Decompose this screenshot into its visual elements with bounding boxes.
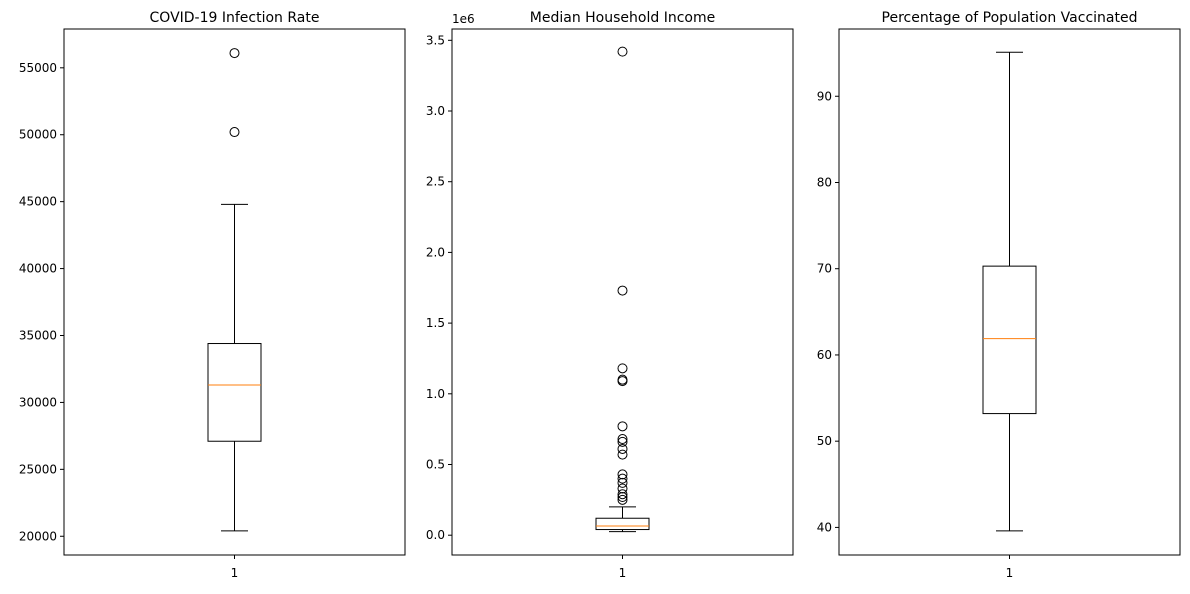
chart-title: Median Household Income bbox=[530, 10, 715, 26]
outlier-point bbox=[617, 477, 628, 488]
y-tick-label: 20000 bbox=[19, 529, 57, 543]
axes-frame bbox=[63, 28, 406, 556]
chart-title: Percentage of Population Vaccinated bbox=[882, 10, 1138, 26]
y-tick-label: 2.0 bbox=[426, 245, 445, 259]
y-tick-label: 0.0 bbox=[426, 528, 445, 542]
outlier-point bbox=[617, 469, 628, 480]
outlier-point bbox=[617, 46, 628, 57]
y-tick-label: 50000 bbox=[19, 128, 57, 142]
outlier-point bbox=[617, 489, 628, 500]
y-tick-label: 40 bbox=[817, 520, 832, 534]
y-tick-label: 25000 bbox=[19, 462, 57, 476]
chart-title: COVID-19 Infection Rate bbox=[150, 10, 320, 26]
outlier-point bbox=[617, 436, 628, 447]
outlier-point bbox=[617, 443, 628, 454]
y-tick-label: 45000 bbox=[19, 195, 57, 209]
y-tick-label: 3.0 bbox=[426, 104, 445, 118]
outlier-point bbox=[617, 285, 628, 296]
y-tick-label: 60 bbox=[817, 348, 832, 362]
y-tick-label: 2.5 bbox=[426, 175, 445, 189]
outlier-point bbox=[617, 494, 628, 505]
outlier-point bbox=[617, 449, 628, 460]
y-tick-label: 0.5 bbox=[426, 458, 445, 472]
outlier-point bbox=[617, 363, 628, 374]
y-tick-label: 80 bbox=[817, 175, 832, 189]
y-tick-label: 1.0 bbox=[426, 387, 445, 401]
outlier-point bbox=[617, 492, 628, 503]
iqr-box bbox=[207, 343, 262, 442]
outlier-point bbox=[617, 483, 628, 494]
y-tick-label: 3.5 bbox=[426, 33, 445, 47]
x-tick-label: 1 bbox=[1006, 566, 1014, 580]
axes-frame bbox=[451, 28, 794, 556]
outlier-point bbox=[229, 48, 240, 59]
y-tick-label: 55000 bbox=[19, 61, 57, 75]
y-tick-label: 40000 bbox=[19, 262, 57, 276]
outlier-point bbox=[617, 473, 628, 484]
outlier-point bbox=[617, 421, 628, 432]
y-offset-label: 1e6 bbox=[452, 12, 475, 26]
y-tick-label: 35000 bbox=[19, 328, 57, 342]
axes-frame bbox=[838, 28, 1181, 556]
outlier-point bbox=[229, 127, 240, 138]
y-tick-label: 1.5 bbox=[426, 316, 445, 330]
y-tick-label: 50 bbox=[817, 434, 832, 448]
x-tick-label: 1 bbox=[231, 566, 239, 580]
x-tick-label: 1 bbox=[619, 566, 627, 580]
y-tick-label: 30000 bbox=[19, 395, 57, 409]
outlier-point bbox=[617, 374, 628, 385]
y-tick-label: 70 bbox=[817, 262, 832, 276]
iqr-box bbox=[982, 265, 1037, 415]
y-tick-label: 90 bbox=[817, 89, 832, 103]
iqr-box bbox=[595, 517, 650, 531]
outlier-point bbox=[617, 434, 628, 445]
